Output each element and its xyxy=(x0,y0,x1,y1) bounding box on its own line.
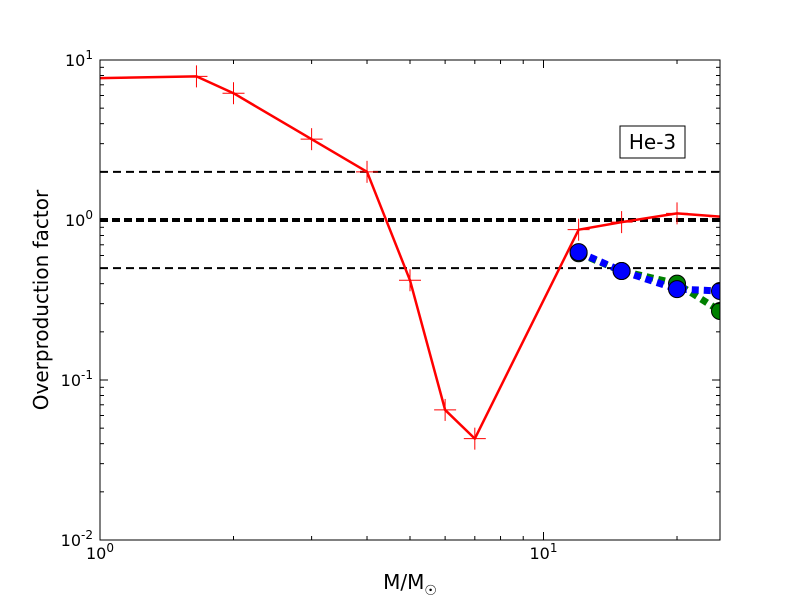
x-tick-label-1: 101 xyxy=(530,541,558,563)
series-0-point-1 xyxy=(185,65,208,88)
series-layer xyxy=(100,65,720,450)
series-0-line xyxy=(100,75,720,440)
plot-frame xyxy=(99,59,721,541)
series-2-point-1 xyxy=(612,262,631,281)
series-0-point-8 xyxy=(567,218,590,241)
series-0-point-10 xyxy=(666,202,689,225)
series-0-point-0 xyxy=(100,67,111,90)
tick-labels: 100 101 10-2 10-1 100 101 xyxy=(61,48,558,563)
x-tick-label-0: 100 xyxy=(86,541,114,563)
series-0-point-5 xyxy=(399,269,421,292)
x-axis-label-subscript: ☉ xyxy=(424,583,437,599)
series-2-line xyxy=(577,248,720,295)
y-tick-label-3: 101 xyxy=(65,48,93,70)
series-1-point-3 xyxy=(711,301,720,320)
series-2-point-2 xyxy=(668,280,687,299)
series-0-point-7 xyxy=(463,427,486,450)
series-0-point-9 xyxy=(610,211,633,234)
y-tick-label-1: 10-1 xyxy=(61,368,93,390)
y-tick-label-0: 10-2 xyxy=(61,528,93,550)
series-0-point-2 xyxy=(222,82,245,105)
x-axis-label: M/M☉ xyxy=(383,570,437,599)
y-axis-label: Overproduction factor xyxy=(29,189,53,410)
series-2-point-0 xyxy=(569,243,588,262)
series-0-point-4 xyxy=(356,160,379,183)
series-0-point-6 xyxy=(434,398,457,421)
annotation-box: He-3 xyxy=(619,125,686,159)
series-0-point-11 xyxy=(709,205,720,228)
annotation-label: He-3 xyxy=(629,130,676,154)
series-2-point-3 xyxy=(711,281,720,300)
x-axis-label-main: M/M xyxy=(383,570,424,594)
series-0 xyxy=(100,65,720,450)
reference-lines xyxy=(100,170,720,270)
series-0-point-3 xyxy=(300,128,323,151)
series-2 xyxy=(569,243,720,300)
y-tick-label-2: 100 xyxy=(65,208,93,230)
